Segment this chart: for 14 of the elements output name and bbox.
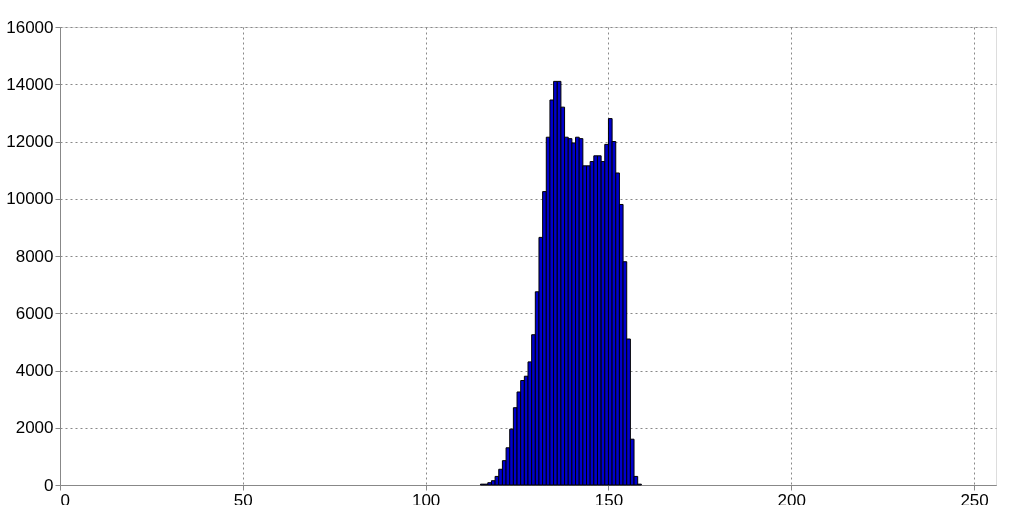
y-tick-label: 4000	[15, 361, 54, 380]
y-tick-label: 8000	[15, 246, 54, 266]
y-tick-label: 12000	[6, 132, 54, 151]
x-tick-label: 250	[960, 490, 989, 505]
y-tick-label: 10000	[6, 189, 54, 209]
x-tick-label: 200	[777, 490, 806, 505]
y-tick-label: 6000	[15, 303, 54, 323]
x-tick-label: 100	[411, 490, 441, 505]
x-tick-label: 50	[233, 490, 253, 505]
y-tick-label: 14000	[6, 74, 54, 94]
y-tick-label: 2000	[15, 418, 54, 438]
x-tick-label: 150	[594, 490, 624, 505]
x-tick-label: 0	[60, 490, 70, 505]
y-tick-label: 16000	[6, 17, 54, 37]
